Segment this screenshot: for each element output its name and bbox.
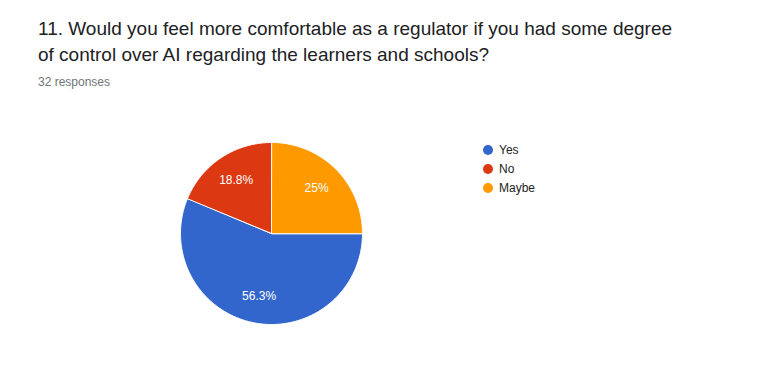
html-text:No: No bbox=[499, 161, 515, 176]
html-text:Maybe: Maybe bbox=[499, 180, 535, 195]
html-text:11. Would you feel more comfor: 11. Would you feel more comfortable as a… bbox=[38, 18, 672, 65]
svg-text:18.8%: 18.8% bbox=[219, 173, 253, 187]
svg-text:25%: 25% bbox=[305, 181, 329, 195]
svg-text:56.3%: 56.3% bbox=[242, 289, 276, 303]
html-text:Yes: Yes bbox=[499, 142, 519, 157]
html-text:32 responses: 32 responses bbox=[38, 75, 110, 89]
